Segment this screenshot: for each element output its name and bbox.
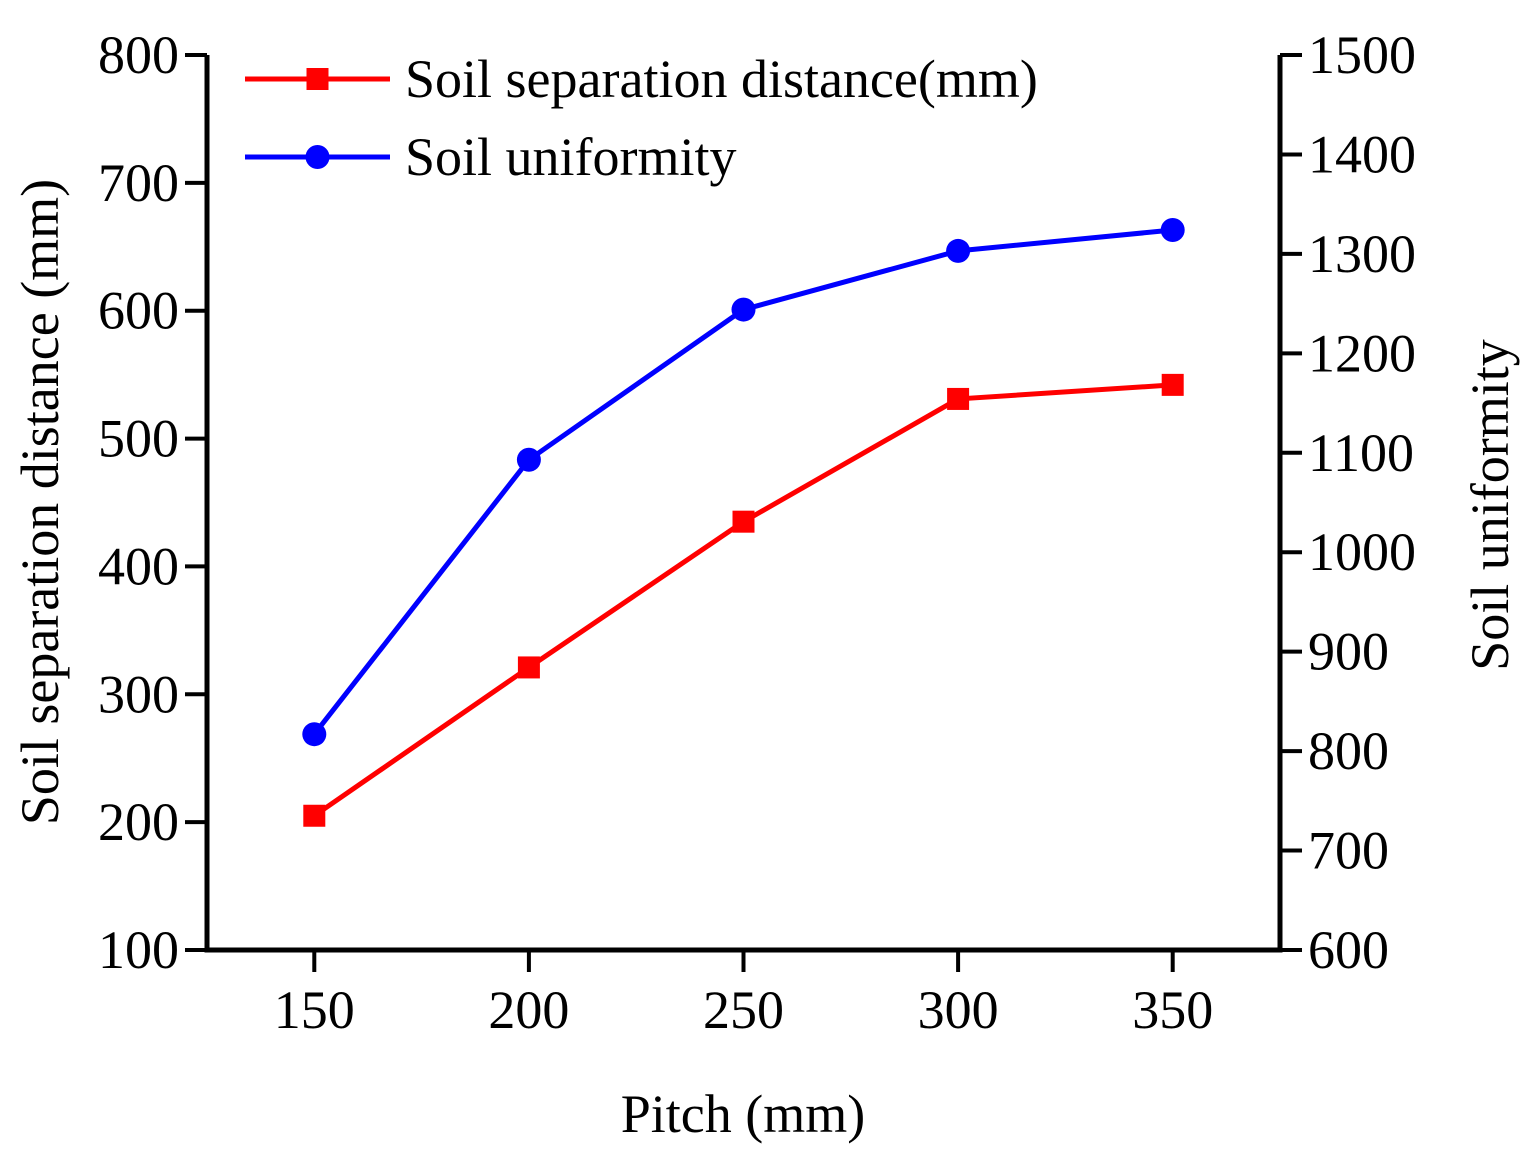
legend-label: Soil uniformity: [405, 127, 737, 187]
y-tick-label-right: 1300: [1308, 224, 1416, 284]
y-tick-label-right: 700: [1308, 821, 1389, 881]
y-tick-label-left: 600: [98, 281, 179, 341]
y-tick-label-left: 300: [98, 664, 179, 724]
data-point-uniformity: [946, 238, 971, 263]
x-tick-label: 300: [918, 980, 999, 1040]
data-point-uniformity: [516, 447, 541, 472]
x-axis-title: Pitch (mm): [621, 1084, 865, 1144]
data-point-uniformity: [302, 722, 327, 747]
series-uniformity: [302, 218, 1185, 747]
y-tick-label-left: 700: [98, 153, 179, 213]
x-tick-label: 150: [274, 980, 355, 1040]
y-tick-label-left: 100: [98, 920, 179, 980]
y-tick-label-left: 500: [98, 409, 179, 469]
series-line-separation-distance: [312, 382, 1173, 818]
y-tick-label-right: 1000: [1308, 522, 1416, 582]
legend-swatch-marker: [305, 145, 330, 169]
y-tick-label-left: 800: [98, 25, 179, 85]
y-tick-label-right: 1200: [1308, 323, 1416, 383]
legend-item-separation-distance: Soil separation distance(mm): [245, 49, 1038, 109]
legend-label: Soil separation distance(mm): [405, 49, 1038, 109]
y-tick-label-right: 1400: [1308, 124, 1416, 184]
data-point-uniformity: [1160, 218, 1185, 243]
data-point-separation-distance: [732, 510, 755, 533]
y-axis-title-left: Soil separation distance (mm): [10, 179, 70, 825]
data-point-uniformity: [731, 297, 756, 322]
data-point-separation-distance: [947, 387, 970, 410]
data-point-separation-distance: [303, 804, 326, 827]
y-axis-title-right: Soil uniformity: [1460, 339, 1520, 671]
series-separation-distance: [303, 373, 1184, 827]
data-point-separation-distance: [517, 656, 540, 679]
y-tick-label-right: 1500: [1308, 25, 1416, 85]
y-tick-label-left: 400: [98, 536, 179, 596]
legend-swatch-marker: [306, 68, 329, 90]
y-tick-label-right: 600: [1308, 920, 1389, 980]
legend-item-uniformity: Soil uniformity: [245, 127, 737, 187]
x-tick-label: 250: [703, 980, 784, 1040]
y-tick-label-right: 800: [1308, 721, 1389, 781]
y-tick-label-right: 900: [1308, 622, 1389, 682]
y-tick-label-right: 1100: [1308, 423, 1414, 483]
y-tick-label-left: 200: [98, 792, 179, 852]
x-tick-label: 200: [488, 980, 569, 1040]
x-tick-label: 350: [1132, 980, 1213, 1040]
data-point-separation-distance: [1161, 373, 1184, 396]
